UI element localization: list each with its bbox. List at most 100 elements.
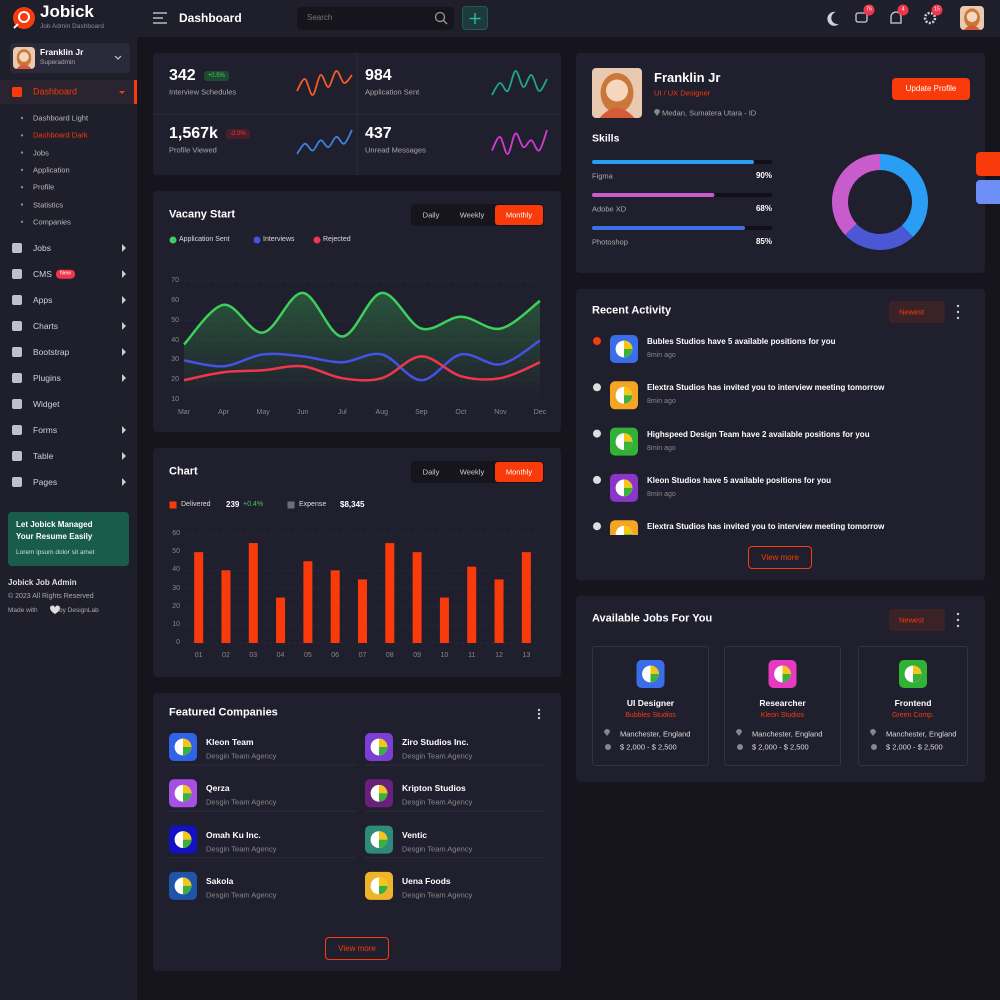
- menu-item[interactable]: Apps: [33, 294, 53, 305]
- search-placeholder: Search: [307, 13, 333, 23]
- filter-dropdown[interactable]: [889, 301, 945, 323]
- bar: [248, 543, 258, 643]
- logo-wedge: [624, 340, 633, 349]
- donut-segment: [879, 154, 928, 237]
- card-title: Vacany Start: [169, 208, 236, 221]
- companies-card: [153, 693, 561, 971]
- job-company: Kleon Studios: [760, 711, 805, 719]
- menu-item[interactable]: Forms: [33, 424, 58, 435]
- tab[interactable]: Monthly: [505, 467, 533, 477]
- chevron: [114, 55, 122, 60]
- company-subtitle: Desgin Team Agency: [206, 890, 277, 900]
- bar: [330, 570, 340, 643]
- company-name[interactable]: Kleon Team: [206, 736, 254, 747]
- submenu-item[interactable]: Companies: [33, 217, 71, 227]
- promo-box: [8, 512, 129, 566]
- filter-dropdown[interactable]: [889, 609, 945, 631]
- company-name[interactable]: Kripton Studios: [402, 783, 466, 794]
- activity-text[interactable]: Bubles Studios have 5 available position…: [647, 337, 836, 347]
- menu-item[interactable]: Pages: [33, 476, 58, 487]
- view-more-button[interactable]: [325, 937, 389, 960]
- job-title[interactable]: UI Designer: [626, 697, 675, 708]
- salary-icon: [737, 744, 743, 750]
- menu-arrow: [122, 244, 126, 252]
- job-box[interactable]: [858, 646, 968, 766]
- activity-text[interactable]: Highspeed Design Team have 2 available p…: [647, 429, 870, 439]
- update-profile-button[interactable]: [892, 78, 970, 100]
- stat-change: -2.0%: [225, 129, 250, 139]
- menu-arrow: [122, 296, 126, 304]
- x-tick-label: 10: [440, 651, 449, 659]
- logo-wedge: [183, 839, 192, 848]
- skill-name: Adobe XD: [592, 204, 627, 214]
- activity-text[interactable]: Kleon Studios have 5 available positions…: [647, 476, 832, 486]
- logo-wedge: [183, 747, 192, 756]
- search-icon: [434, 11, 446, 23]
- tab[interactable]: Monthly: [505, 210, 533, 220]
- menu-item[interactable]: Widget: [33, 398, 60, 409]
- menu-item[interactable]: Plugins: [33, 372, 61, 383]
- company-name[interactable]: Sakola: [206, 875, 234, 886]
- logo-wedge: [782, 674, 791, 683]
- job-box[interactable]: [724, 646, 841, 766]
- menu-item[interactable]: CMS: [33, 268, 52, 279]
- menu-dots: [956, 624, 960, 628]
- company-name[interactable]: Omah Ku Inc.: [206, 829, 261, 840]
- submenu-item[interactable]: Dashboard Dark: [33, 130, 88, 140]
- theme-fab[interactable]: [976, 180, 1000, 204]
- search-box[interactable]: [297, 7, 454, 30]
- submenu-item[interactable]: Dashboard Light: [33, 113, 89, 123]
- submenu-item[interactable]: Application: [33, 165, 70, 175]
- tab[interactable]: Weekly: [459, 210, 485, 220]
- menu-dots: [537, 712, 541, 716]
- menu-arrow: [122, 452, 126, 460]
- sparkline: [296, 129, 353, 155]
- company-subtitle: Desgin Team Agency: [206, 751, 277, 761]
- job-title[interactable]: Frontend: [894, 697, 932, 708]
- menu-arrow: [122, 270, 126, 278]
- submenu-item[interactable]: Profile: [33, 182, 55, 192]
- menu-item[interactable]: Bootstrap: [33, 346, 70, 357]
- tab[interactable]: Daily: [422, 467, 440, 477]
- menu-icon: [12, 321, 22, 331]
- menu-item[interactable]: Charts: [33, 320, 59, 331]
- x-tick-label: Dec: [533, 408, 547, 416]
- company-name[interactable]: Uena Foods: [402, 875, 451, 886]
- stat-label: Application Sent: [365, 87, 420, 97]
- submenu-dot: [20, 116, 24, 120]
- activity-text[interactable]: Elextra Studios has invited you to inter…: [647, 522, 885, 532]
- x-tick-label: 05: [303, 651, 312, 659]
- company-name[interactable]: Ventic: [402, 829, 428, 840]
- stat-value: 1,567k: [169, 125, 218, 142]
- tab[interactable]: Daily: [422, 210, 440, 220]
- company-name[interactable]: Qerza: [206, 783, 230, 794]
- company-subtitle: Desgin Team Agency: [402, 751, 473, 761]
- menu-item[interactable]: Table: [33, 450, 54, 461]
- button-label: Update Profile: [905, 84, 957, 94]
- submenu-item[interactable]: Jobs: [33, 148, 49, 158]
- logo-wedge: [624, 487, 633, 497]
- job-location: Manchester, England: [752, 729, 823, 739]
- tab-active[interactable]: [495, 205, 543, 225]
- plus-icon: [469, 13, 481, 24]
- tab[interactable]: Weekly: [459, 467, 485, 477]
- view-more-button[interactable]: [748, 546, 812, 569]
- menu-item[interactable]: Jobs: [33, 242, 51, 253]
- submenu-item[interactable]: Statistics: [33, 200, 64, 209]
- x-tick-label: Mar: [177, 408, 191, 416]
- salary-icon: [605, 744, 611, 750]
- x-tick-label: 08: [385, 651, 394, 659]
- activity-text[interactable]: Elextra Studios has invited you to inter…: [647, 383, 885, 393]
- badge-dot: [897, 4, 909, 16]
- job-box[interactable]: [592, 646, 709, 766]
- menu-item[interactable]: Dashboard: [33, 86, 78, 97]
- menu-dots: [537, 716, 541, 720]
- settings-fab[interactable]: [976, 152, 1000, 176]
- tab-active[interactable]: [495, 462, 543, 482]
- logo-wedge: [379, 885, 388, 895]
- job-title[interactable]: Researcher: [759, 697, 806, 708]
- y-tick-label: 60: [171, 296, 179, 304]
- card-title: Chart: [169, 465, 198, 478]
- sparkline: [491, 129, 548, 155]
- company-name[interactable]: Ziro Studios Inc.: [402, 736, 469, 747]
